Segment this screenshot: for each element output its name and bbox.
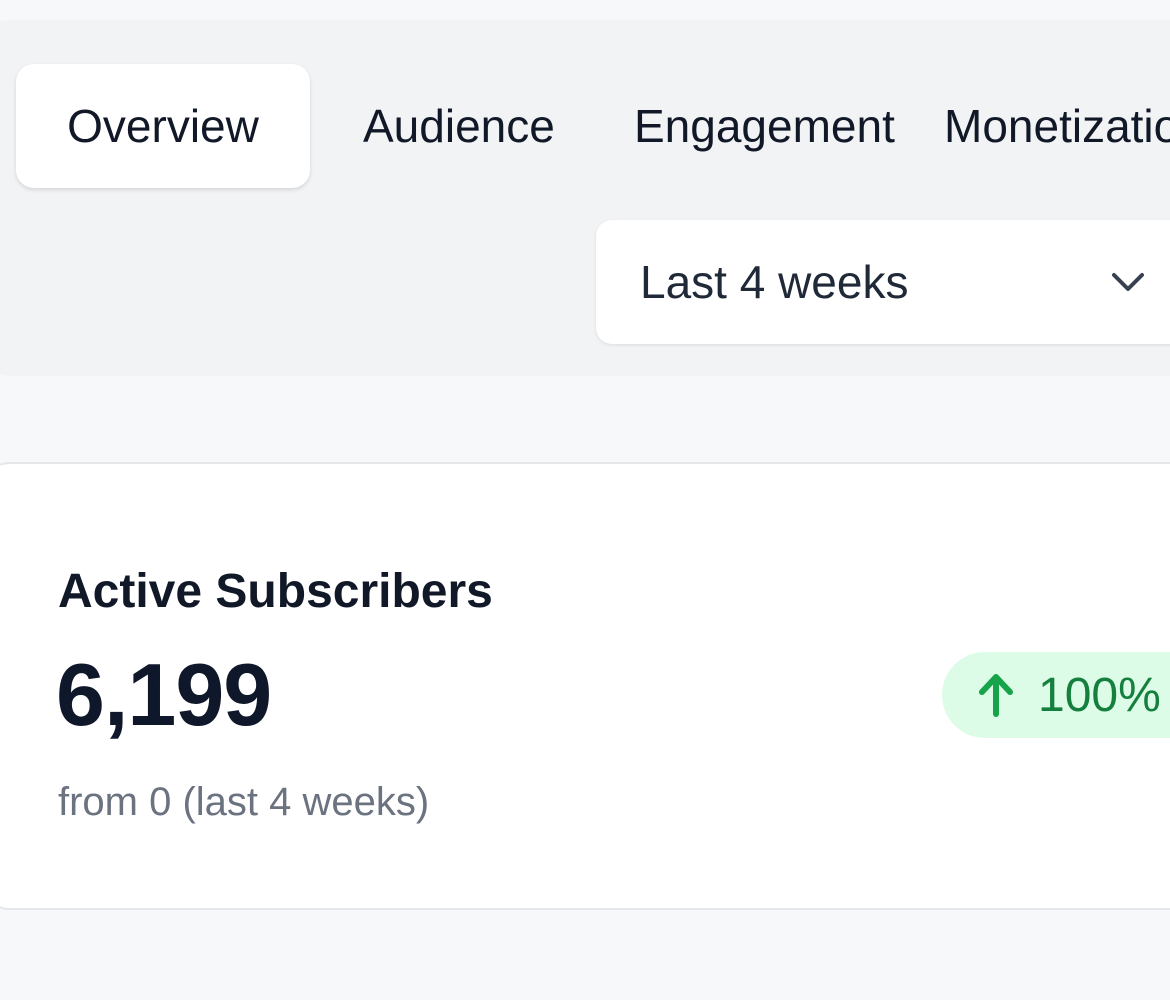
tab-overview[interactable]: Overview <box>16 64 310 188</box>
period-dropdown[interactable]: Last 4 weeks <box>596 220 1170 344</box>
stat-value: 6,199 <box>56 645 272 744</box>
tab-label: Monetization <box>944 100 1170 152</box>
change-badge: 100% <box>942 652 1170 738</box>
tab-audience[interactable]: Audience <box>363 64 555 188</box>
stat-title: Active Subscribers <box>58 565 493 618</box>
tab-label: Audience <box>363 100 555 152</box>
stat-subtitle: from 0 (last 4 weeks) <box>58 780 430 824</box>
chevron-down-icon <box>1112 273 1144 291</box>
arrow-up-icon <box>979 674 1013 717</box>
tab-label: Engagement <box>634 100 895 152</box>
tab-label: Overview <box>67 100 259 152</box>
change-value: 100% <box>1038 668 1161 722</box>
active-subscribers-card: Active Subscribers 6,199 from 0 (last 4 … <box>0 462 1170 910</box>
tab-monetization[interactable]: Monetization <box>944 64 1170 188</box>
period-dropdown-value: Last 4 weeks <box>640 256 909 308</box>
tab-engagement[interactable]: Engagement <box>634 64 895 188</box>
filter-panel: Overview Audience Engagement Monetizatio… <box>0 20 1170 376</box>
